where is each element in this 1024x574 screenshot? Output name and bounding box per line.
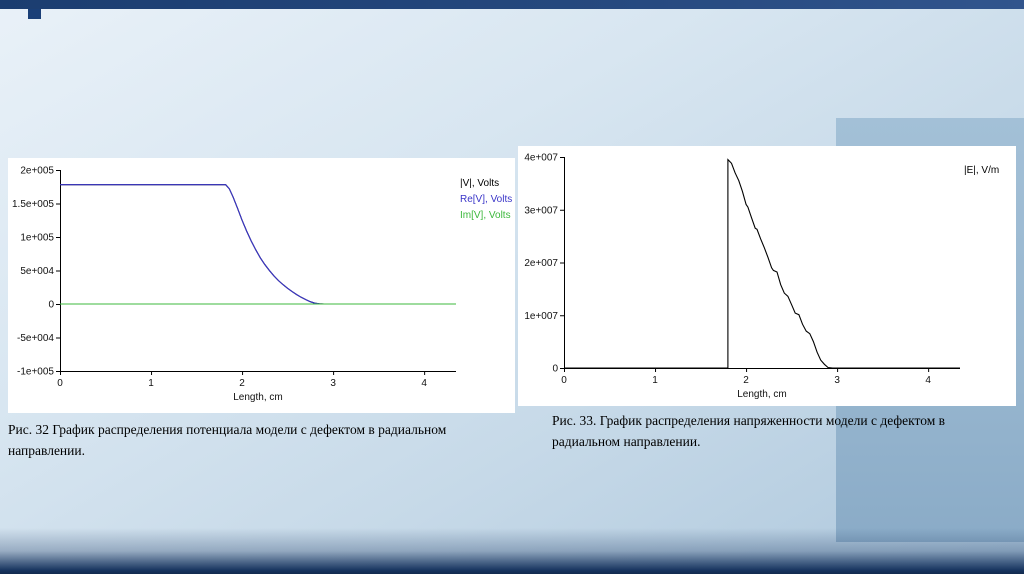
y-tick-label: 2e+005 xyxy=(20,166,54,177)
x-tick-label: 1 xyxy=(652,375,658,386)
y-tick-label: -5e+004 xyxy=(17,333,54,344)
y-tick-label: 0 xyxy=(48,300,54,311)
y-tick-label: 4e+007 xyxy=(524,153,558,164)
field-strength-chart-panel: 4e+007 3e+007 2e+007 1e+007 0 0 1 2 3 4 Length, cm… xyxy=(518,146,1016,406)
x-axis-label: Length, cm xyxy=(737,389,786,400)
legend-item: Im[V], Volts xyxy=(460,210,511,221)
x-tick-label: 3 xyxy=(834,375,840,386)
x-tick-label: 4 xyxy=(421,378,427,389)
top-bar-decoration xyxy=(0,0,1024,9)
x-tick-label: 2 xyxy=(743,375,749,386)
top-accent-square-decoration xyxy=(28,6,41,19)
legend-item: |V|, Volts xyxy=(460,178,499,189)
series-line-abs-E xyxy=(564,158,960,369)
y-tick-label: 1e+005 xyxy=(20,233,54,244)
potential-chart-panel: 2e+005 1.5e+005 1e+005 5e+004 0 -5e+004 -1e+00… xyxy=(8,158,515,413)
y-tick-label: 2e+007 xyxy=(524,258,558,269)
y-tick-label: 0 xyxy=(552,364,558,375)
series-line-Re-V xyxy=(60,184,334,305)
axes xyxy=(560,157,960,372)
potential-chart: 2e+005 1.5e+005 1e+005 5e+004 0 -5e+004 -1e+00… xyxy=(12,166,512,404)
axes xyxy=(56,170,456,375)
x-tick-label: 3 xyxy=(330,378,336,389)
figure-32-caption: Рис. 32 График распределения потенциала … xyxy=(8,422,447,458)
field-strength-chart: 4e+007 3e+007 2e+007 1e+007 00 1 2 3 4 Length, cm… xyxy=(524,153,999,401)
y-tick-label: 1.5e+005 xyxy=(12,199,54,210)
x-tick-label: 0 xyxy=(561,375,567,386)
legend-item: |E|, V/m xyxy=(964,165,999,176)
series-line-abs-V xyxy=(60,184,334,305)
x-tick-label: 2 xyxy=(239,378,245,389)
figure-33-caption: Рис. 33. График распределения напряженно… xyxy=(552,413,945,449)
y-tick-label: 5e+004 xyxy=(20,266,54,277)
x-tick-label: 4 xyxy=(925,375,931,386)
x-axis-label: Length, cm xyxy=(233,392,282,403)
x-tick-label: 1 xyxy=(148,378,154,389)
x-tick-label: 0 xyxy=(57,378,63,389)
y-tick-label: 1e+007 xyxy=(524,311,558,322)
y-tick-label: -1e+005 xyxy=(17,367,54,378)
legend-item: Re[V], Volts xyxy=(460,194,512,205)
bottom-bar-decoration xyxy=(0,528,1024,574)
y-tick-label: 3e+007 xyxy=(524,205,558,216)
